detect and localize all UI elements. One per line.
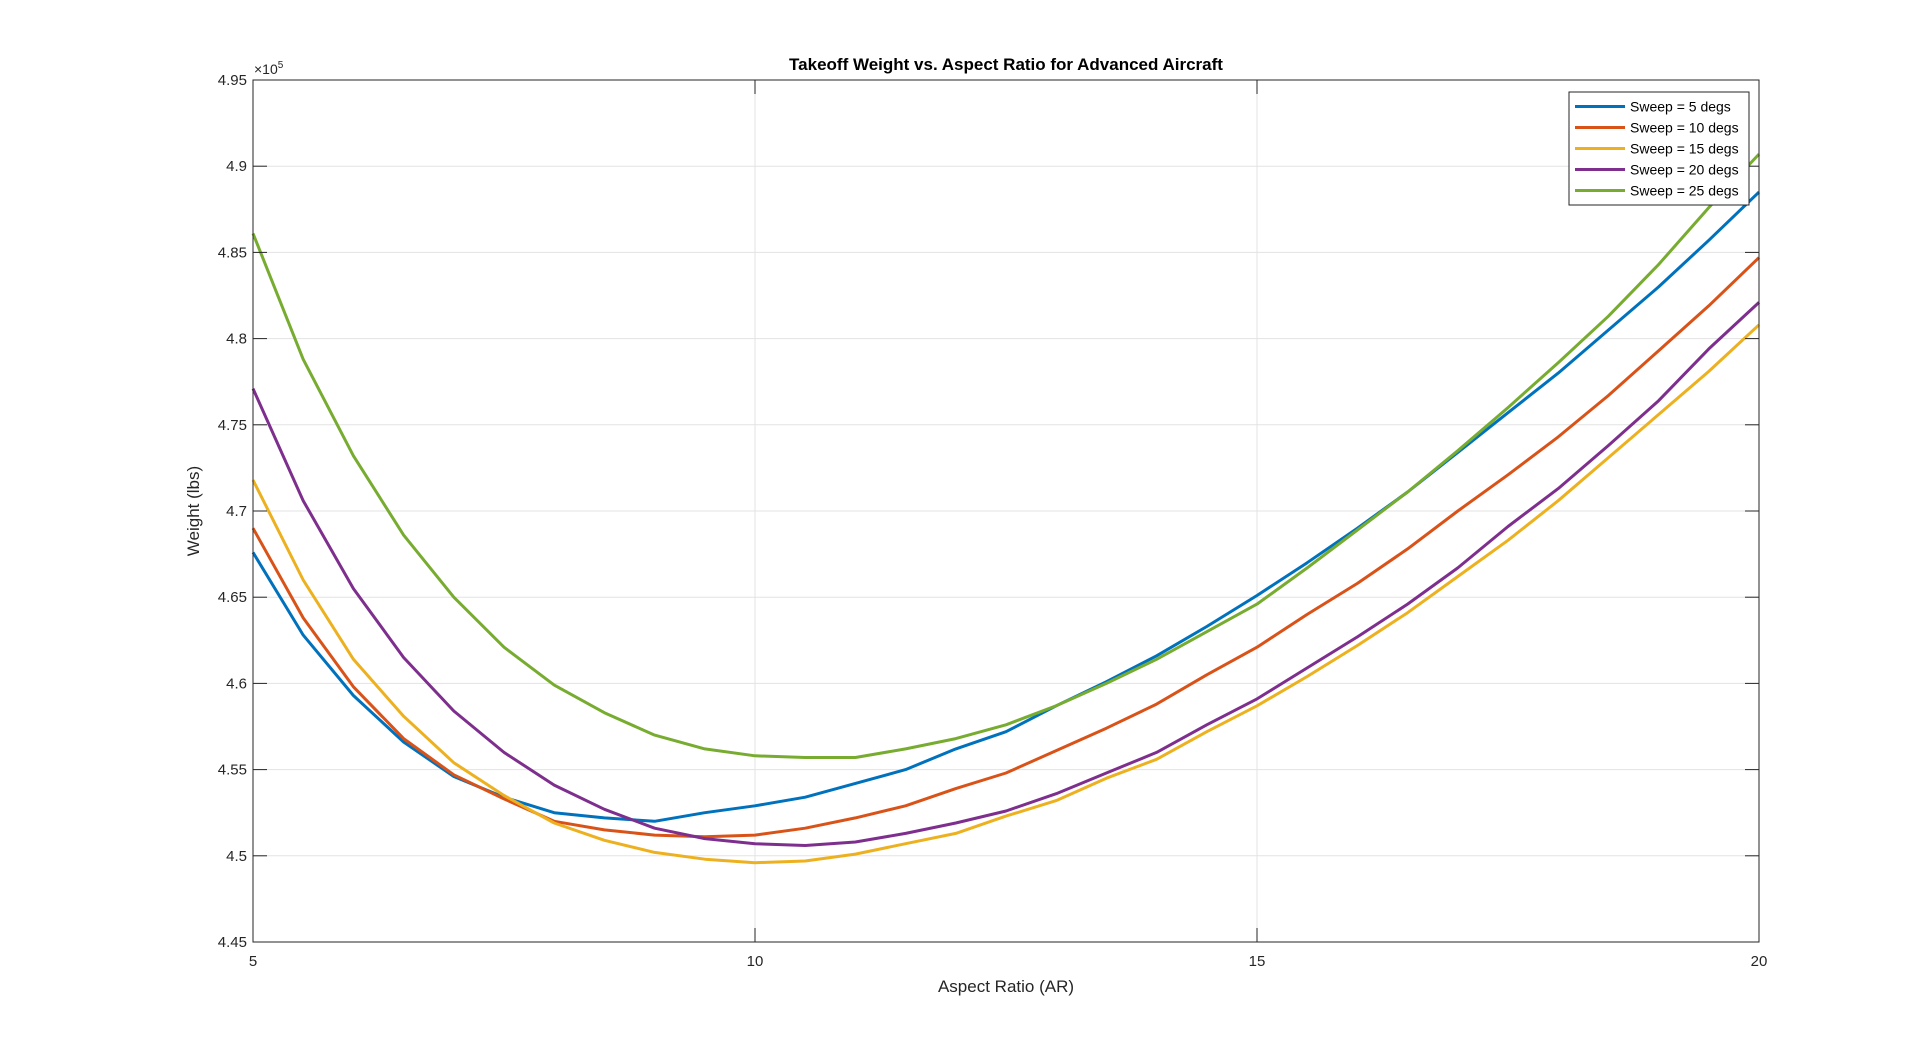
y-axis-exponent: ×105 [254, 60, 284, 77]
x-tick-label: 5 [249, 953, 257, 970]
axis-ticks: 5 10 15 20 4.45 4.5 4.55 4.6 4.65 4.7 4.75 4.8 4.85 4… [218, 72, 1768, 970]
y-axis-label: Weight (lbs) [184, 466, 203, 556]
legend-label: Sweep = 5 degs [1630, 99, 1731, 115]
series-lines [251, 153, 1761, 865]
y-tick-label: 4.55 [218, 762, 247, 779]
legend: Sweep = 5 degs Sweep = 10 degs Sweep = 15 … [1568, 91, 1750, 206]
y-tick-label: 4.85 [218, 244, 247, 261]
series-line [251, 301, 1761, 847]
y-axis-exponent-base: ×10 [254, 61, 278, 77]
y-tick-label: 4.75 [218, 417, 247, 434]
y-tick-label: 4.45 [218, 934, 247, 951]
legend-label: Sweep = 15 degs [1630, 141, 1739, 157]
legend-label: Sweep = 10 degs [1630, 120, 1739, 136]
legend-label: Sweep = 20 degs [1630, 162, 1739, 178]
series-line [251, 256, 1761, 839]
y-tick-label: 4.9 [226, 158, 247, 175]
legend-label: Sweep = 25 degs [1630, 183, 1739, 199]
x-tick-label: 15 [1249, 953, 1266, 970]
y-tick-label: 4.7 [226, 503, 247, 520]
y-tick-label: 4.95 [218, 72, 247, 89]
y-tick-label: 4.65 [218, 589, 247, 606]
series-line [251, 153, 1761, 759]
chart-title: Takeoff Weight vs. Aspect Ratio for Adva… [789, 55, 1223, 74]
x-tick-label: 10 [747, 953, 764, 970]
y-tick-label: 4.8 [226, 331, 247, 348]
y-tick-label: 4.5 [226, 848, 247, 865]
x-tick-label: 20 [1751, 953, 1768, 970]
y-tick-label: 4.6 [226, 675, 247, 692]
series-line [251, 323, 1761, 865]
y-axis-exponent-power: 5 [278, 60, 284, 71]
x-axis-label: Aspect Ratio (AR) [938, 977, 1074, 996]
